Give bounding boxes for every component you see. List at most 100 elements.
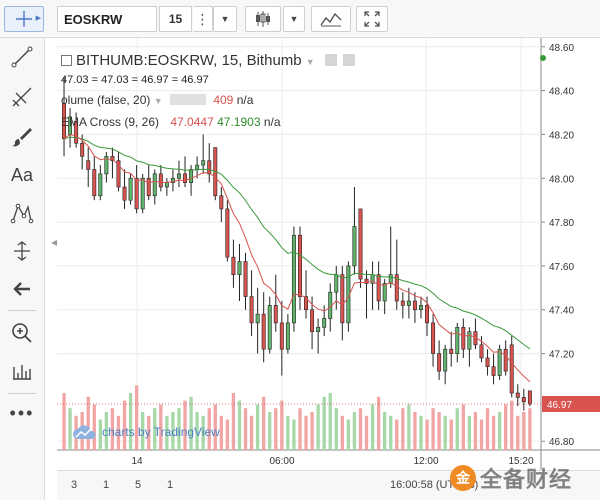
volume-bar [207,408,211,450]
candle-body [449,348,454,354]
candle-body [116,160,121,188]
candle-body [503,348,508,372]
volume-bar [298,408,302,450]
tradingview-text: charts by TradingView [102,425,220,439]
pattern-tool[interactable] [6,198,38,228]
candle-body [412,300,417,311]
candle-body [207,160,212,175]
range-button-5m[interactable]: 5 [135,479,142,491]
volume-bar [92,404,96,450]
candle-body [201,160,206,166]
volume-bar [510,400,514,450]
volume-bar [274,408,278,450]
volume-bar [461,404,465,450]
candle-body [170,177,175,183]
volume-bar [213,404,217,450]
ema-fast-value: 47.0447 [170,115,214,129]
volume-bar [243,408,248,450]
volume-bar [262,396,266,450]
candle-body [316,326,321,332]
volume-bar [425,419,429,450]
indicators-button[interactable] [311,6,351,32]
volume-bar [268,412,272,450]
chart-type-dropdown-button[interactable]: ▼ [283,6,305,32]
volume-bar [316,404,320,450]
chart-type-button[interactable] [245,6,281,32]
volume-bar [522,412,526,450]
range-button-3d[interactable]: 3 [71,479,78,491]
brush-tool[interactable] [6,122,38,152]
zoom-tool[interactable] [6,318,38,348]
trend-line-tool[interactable] [6,42,38,72]
volume-bar [485,408,490,450]
volume-bar [110,408,115,450]
tradingview-logo[interactable]: charts by TradingView [72,424,220,440]
indicators-icon [320,12,342,27]
volume-bar [504,404,508,450]
volume-bar [376,396,381,450]
volume-bar [255,404,260,450]
candle-body [340,274,345,324]
candle-body [219,195,224,210]
candles-icon [256,11,270,27]
brush-icon [12,128,32,147]
candle-body [243,261,248,297]
price-tick-label: 47.60 [549,262,574,273]
chevron-down-icon[interactable]: ▼ [153,96,163,106]
volume-bar [249,415,254,450]
volume-bar [147,415,151,450]
volume-bar [431,408,435,450]
chevron-down-icon[interactable]: ▼ [305,57,315,67]
ruler-icon [13,365,31,380]
back-tool[interactable] [6,274,38,304]
watermark-text: 全备财经 [480,468,573,493]
settings-icon[interactable] [324,54,337,66]
candle-body [467,331,472,350]
fullscreen-icon [364,11,380,27]
candle-body [485,357,490,368]
close-icon[interactable] [343,54,356,66]
volume-bar [479,419,484,450]
candle-body [92,169,97,197]
price-chart[interactable]: 48.60 48.40 48.20 48.00 47.80 47.60 47.40 47.20… [57,38,600,470]
volume-bar [352,412,357,450]
volume-bar [467,415,472,450]
volume-bar [401,408,405,450]
range-button-1y[interactable]: 1 [167,479,174,491]
fullscreen-button[interactable] [356,6,388,32]
candle-body [140,177,145,210]
volume-bar [98,419,102,450]
candle-body [298,234,302,297]
measure-tool[interactable] [6,236,38,266]
legend-visibility-icon[interactable] [61,55,72,66]
interval-dropdown-button[interactable]: ▼ [213,6,237,32]
pitchfork-tool[interactable] [6,82,38,112]
status-dot [540,55,546,61]
symbol-input[interactable]: EOSKRW [57,6,157,32]
volume-bar [153,408,157,450]
candle-body [322,318,327,328]
volume-label: olume (false, 20) [61,93,151,107]
interval-menu-button[interactable]: ⋮ [193,6,213,32]
watermark-logo: 金 [450,465,476,491]
volume-bar [370,404,375,450]
interval-button[interactable]: 15 [159,6,192,32]
volume-value: 409 [213,93,234,107]
volume-bar [497,412,502,450]
collapse-toolbar-icon[interactable]: ◀ [51,238,58,247]
more-tools-button[interactable]: ••• [6,398,38,428]
indicator-controls-icon[interactable] [169,94,206,105]
crosshair-tool-button[interactable]: ▶ [4,6,44,32]
candle-body [146,177,151,197]
volume-bar [473,412,478,450]
candle-body [406,300,411,306]
magnet-tool[interactable] [6,356,38,386]
range-button-1m[interactable]: 1 [103,479,110,491]
candle-body [80,142,85,157]
volume-bar [237,400,242,450]
volume-bar [62,393,66,450]
crosshair-icon [16,11,32,27]
text-tool[interactable]: Aa [6,160,38,190]
chart-pane[interactable]: 48.60 48.40 48.20 48.00 47.80 47.60 47.40 47.20… [57,38,600,470]
volume-bar [346,419,351,450]
